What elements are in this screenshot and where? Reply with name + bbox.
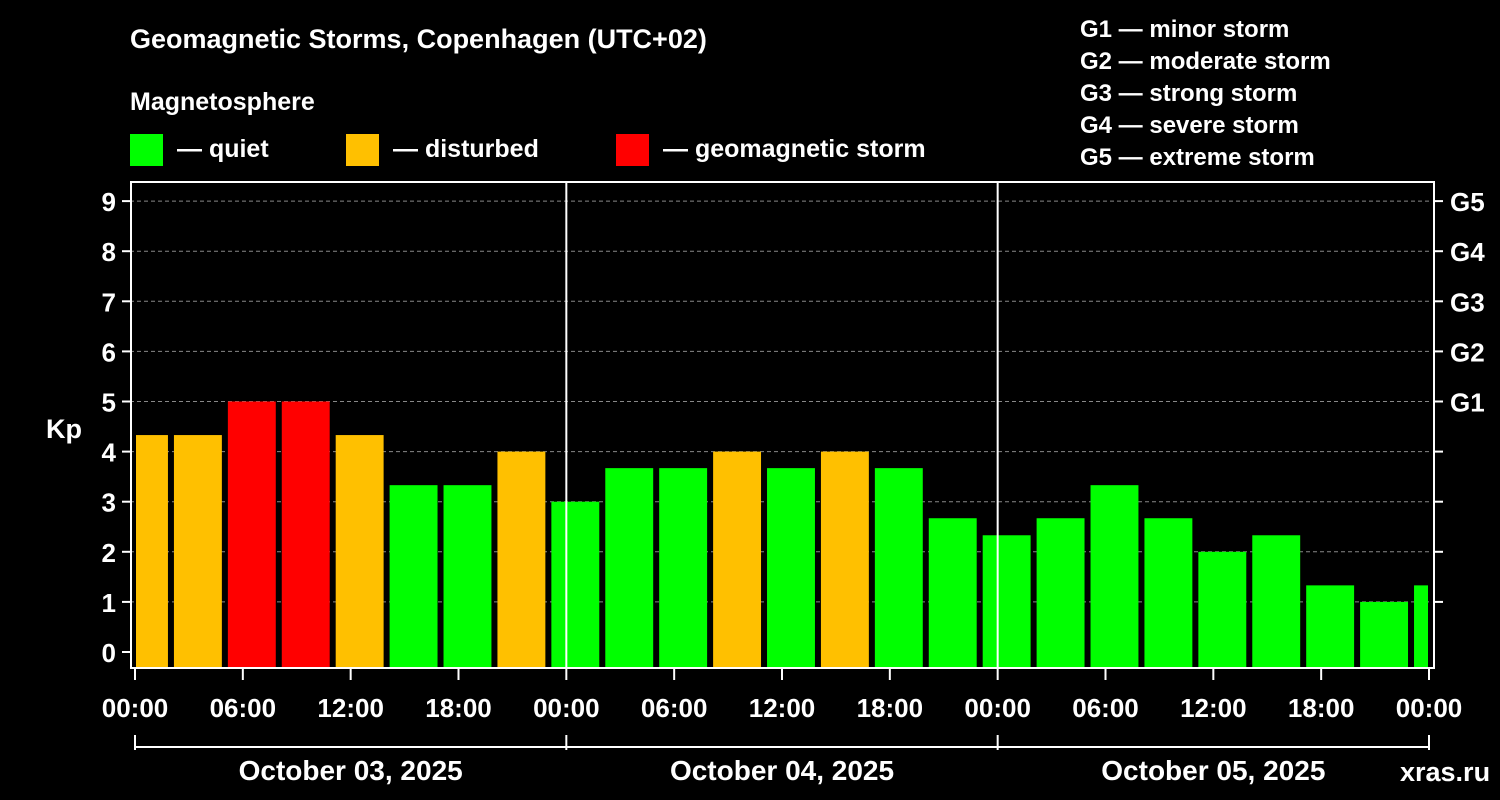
storm-scale-g1: G1 — minor storm [1080,16,1289,43]
chart-title: Geomagnetic Storms, Copenhagen (UTC+02) [130,24,707,54]
x-tick-label: 12:00 [317,693,384,723]
storm-scale-g2: G2 — moderate storm [1080,48,1331,75]
y-tick-label: 2 [102,538,116,568]
x-tick-label: 06:00 [210,693,277,723]
x-tick-label: 00:00 [102,693,169,723]
x-tick-label: 06:00 [641,693,708,723]
kp-bar [767,468,815,668]
y-tick-label: 6 [102,337,116,367]
y-tick-label: 1 [102,588,116,618]
y-tick-label: 4 [102,438,117,468]
kp-bar [389,485,438,668]
g-scale-label: G3 [1450,287,1485,317]
legend-label-quiet: — quiet [177,135,269,163]
kp-bar [497,451,546,668]
kp-bar [173,435,222,668]
x-tick-label: 00:00 [1396,693,1463,723]
kp-bar [136,435,168,668]
kp-bar [227,401,276,668]
kp-bar [335,435,384,668]
y-axis-label: Kp [46,414,82,444]
legend-label-storm: — geomagnetic storm [663,135,926,163]
kp-bar [982,535,1031,668]
kp-bar [928,518,977,668]
x-tick-label: 06:00 [1072,693,1139,723]
x-tick-label: 18:00 [857,693,924,723]
g-scale-label: G5 [1450,187,1485,217]
bars [136,401,1428,668]
y-tick-label: 8 [102,237,116,267]
kp-bar [605,468,654,668]
kp-bar [1306,585,1355,668]
kp-bar [1252,535,1301,668]
kp-bar [281,401,330,668]
kp-bar [1414,585,1428,668]
legend-swatch-storm [616,134,649,166]
storm-scale-g4: G4 — severe storm [1080,112,1299,139]
x-tick-label: 18:00 [1288,693,1355,723]
kp-bar [713,451,762,668]
watermark: xras.ru [1400,757,1490,787]
kp-bar [1090,485,1139,668]
day-label: October 05, 2025 [1101,755,1325,786]
storm-scale-g5: G5 — extreme storm [1080,144,1315,171]
y-tick-label: 7 [102,287,116,317]
g-scale-label: G1 [1450,388,1485,418]
y-tick-label: 0 [102,638,116,668]
kp-bar [820,451,869,668]
kp-bar [1144,518,1193,668]
g-scale-label: G4 [1450,237,1485,267]
x-tick-label: 12:00 [1180,693,1247,723]
kp-bar [551,501,600,668]
y-tick-label: 3 [102,488,116,518]
y-tick-label: 5 [102,388,116,418]
kp-bar [1360,601,1409,668]
storm-scale: G1 — minor storm G2 — moderate storm G3 … [1080,16,1331,171]
g-scale-label: G2 [1450,337,1485,367]
day-label: October 03, 2025 [239,755,463,786]
day-label: October 04, 2025 [670,755,894,786]
legend-label-disturbed: — disturbed [393,135,539,163]
legend-swatch-disturbed [346,134,379,166]
x-tick-label: 18:00 [425,693,492,723]
magnetosphere-heading: Magnetosphere [130,88,315,116]
kp-bar [1036,518,1085,668]
kp-bar [874,468,923,668]
kp-bar [443,485,492,668]
x-tick-label: 12:00 [749,693,816,723]
x-tick-label: 00:00 [964,693,1031,723]
legend: — quiet — disturbed — geomagnetic storm [130,134,926,166]
y-tick-label: 9 [102,187,116,217]
kp-bar [659,468,708,668]
storm-scale-g3: G3 — strong storm [1080,80,1297,107]
legend-swatch-quiet [130,134,163,166]
x-tick-label: 00:00 [533,693,600,723]
axes: 0 1 2 3 4 5 6 7 8 9 G1 G2 G3 G4 G5 00:00 06:00 12:00 18:00… [102,181,1485,786]
kp-bar [1198,551,1247,668]
